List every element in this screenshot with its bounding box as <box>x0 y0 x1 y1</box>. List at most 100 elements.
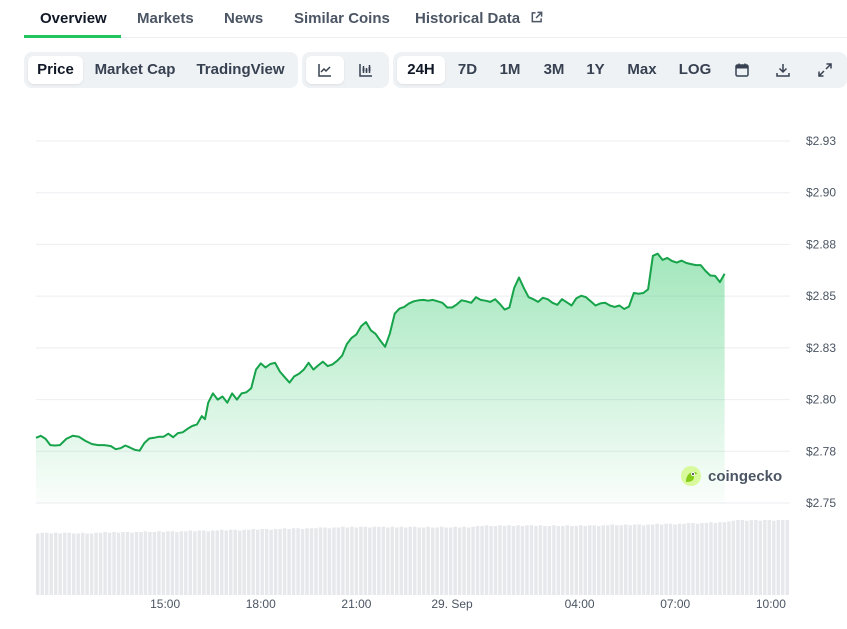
external-link-icon <box>531 11 543 23</box>
volume-bar <box>543 526 547 595</box>
volume-bar <box>121 532 125 595</box>
volume-bar <box>197 530 202 595</box>
volume-bar <box>220 529 224 595</box>
volume-bar <box>372 526 377 595</box>
line-chart-icon <box>318 64 331 77</box>
volume-bar <box>166 531 170 595</box>
market-cap-button[interactable]: Market Cap <box>94 61 176 78</box>
volume-bar <box>224 530 228 595</box>
volume-bar <box>579 525 583 595</box>
range-1y-button[interactable]: 1Y <box>586 61 605 78</box>
volume-bar <box>610 524 614 595</box>
volume-bar <box>44 532 49 595</box>
range-24h-button[interactable]: 24H <box>397 56 445 84</box>
volume-bars <box>36 520 789 595</box>
volume-bar <box>677 523 682 595</box>
volume-bar <box>71 533 76 595</box>
tradingview-button[interactable]: TradingView <box>196 61 285 78</box>
volume-bar <box>772 520 776 595</box>
volume-bar <box>439 526 444 595</box>
volume-bar <box>152 532 157 595</box>
volume-bar <box>255 529 260 595</box>
volume-bar <box>511 526 516 595</box>
y-tick-label: $2.88 <box>806 237 836 251</box>
volume-bar <box>619 525 623 595</box>
volume-bar <box>691 523 695 595</box>
volume-bar <box>134 532 139 595</box>
tab-news[interactable]: News <box>224 10 264 27</box>
volume-bar <box>264 529 269 595</box>
volume-bar <box>116 532 121 595</box>
x-tick-label: 10:00 <box>756 597 786 611</box>
y-tick-label: $2.93 <box>806 134 836 148</box>
calendar-button[interactable] <box>726 56 758 84</box>
volume-bar <box>686 523 691 595</box>
volume-bar <box>588 525 592 595</box>
volume-bar <box>583 526 588 595</box>
volume-bar <box>404 527 408 595</box>
volume-bar <box>700 523 704 595</box>
volume-bar <box>565 525 570 595</box>
volume-bar <box>493 526 498 595</box>
tab-markets[interactable]: Markets <box>137 10 194 27</box>
watermark-text: coingecko <box>708 467 783 485</box>
tab-similar-coins[interactable]: Similar Coins <box>294 10 390 27</box>
volume-bar <box>785 520 789 595</box>
line-chart-button[interactable] <box>306 56 344 84</box>
volume-bar <box>426 526 430 595</box>
y-tick-label: $2.78 <box>806 444 836 458</box>
tab-bar: Overview Markets News Similar Coins Hist… <box>24 0 847 38</box>
volume-bar <box>273 529 278 595</box>
volume-bar <box>623 524 628 595</box>
download-button[interactable] <box>767 56 799 84</box>
volume-bar <box>601 525 605 595</box>
volume-bar <box>139 532 143 595</box>
y-tick-label: $2.80 <box>806 393 836 407</box>
volume-bar <box>520 526 525 595</box>
volume-bar <box>462 526 466 595</box>
volume-bar <box>736 520 740 595</box>
volume-bar <box>632 524 637 595</box>
volume-bar <box>448 527 453 595</box>
range-7d-button[interactable]: 7D <box>457 61 478 78</box>
volume-bar <box>76 533 80 595</box>
price-area-fill <box>36 253 725 503</box>
tab-historical-data[interactable]: Historical Data <box>415 0 543 37</box>
volume-bar <box>377 526 381 595</box>
range-1m-button[interactable]: 1M <box>499 61 521 78</box>
volume-bar <box>597 526 601 595</box>
volume-bar <box>637 524 641 595</box>
volume-bar <box>318 527 323 595</box>
volume-bar <box>767 520 772 595</box>
volume-bar <box>386 527 390 595</box>
metric-switcher: Price Market Cap TradingView <box>24 52 298 88</box>
price-button[interactable]: Price <box>28 56 83 84</box>
volume-bar <box>444 527 448 595</box>
price-chart[interactable]: $2.75 $2.78 $2.80 $2.83 $2.85 $2.88 $2.90 $2.93… <box>0 100 847 629</box>
volume-bar <box>350 526 354 595</box>
volume-bar <box>327 528 332 595</box>
volume-bar <box>641 525 646 595</box>
volume-bar <box>112 532 116 595</box>
volume-bar <box>605 525 610 595</box>
tab-overview[interactable]: Overview <box>40 10 107 27</box>
volume-bar <box>655 523 659 595</box>
download-icon <box>776 64 790 77</box>
range-3m-button[interactable]: 3M <box>543 61 565 78</box>
volume-bar <box>188 530 193 595</box>
volume-bar <box>457 527 462 595</box>
range-max-button[interactable]: Max <box>627 61 657 78</box>
fullscreen-button[interactable] <box>809 56 841 84</box>
volume-bar <box>421 527 426 595</box>
volume-bar <box>695 523 700 595</box>
volume-bar <box>664 523 668 595</box>
log-scale-button[interactable]: LOG <box>678 61 712 78</box>
volume-bar <box>94 532 98 595</box>
x-tick-label: 21:00 <box>341 597 371 611</box>
volume-bar <box>776 520 781 595</box>
volume-bar <box>336 527 341 595</box>
volume-bar <box>300 529 305 595</box>
volume-bar <box>740 520 745 595</box>
volume-bar <box>498 525 502 595</box>
candlestick-chart-button[interactable] <box>347 56 385 84</box>
